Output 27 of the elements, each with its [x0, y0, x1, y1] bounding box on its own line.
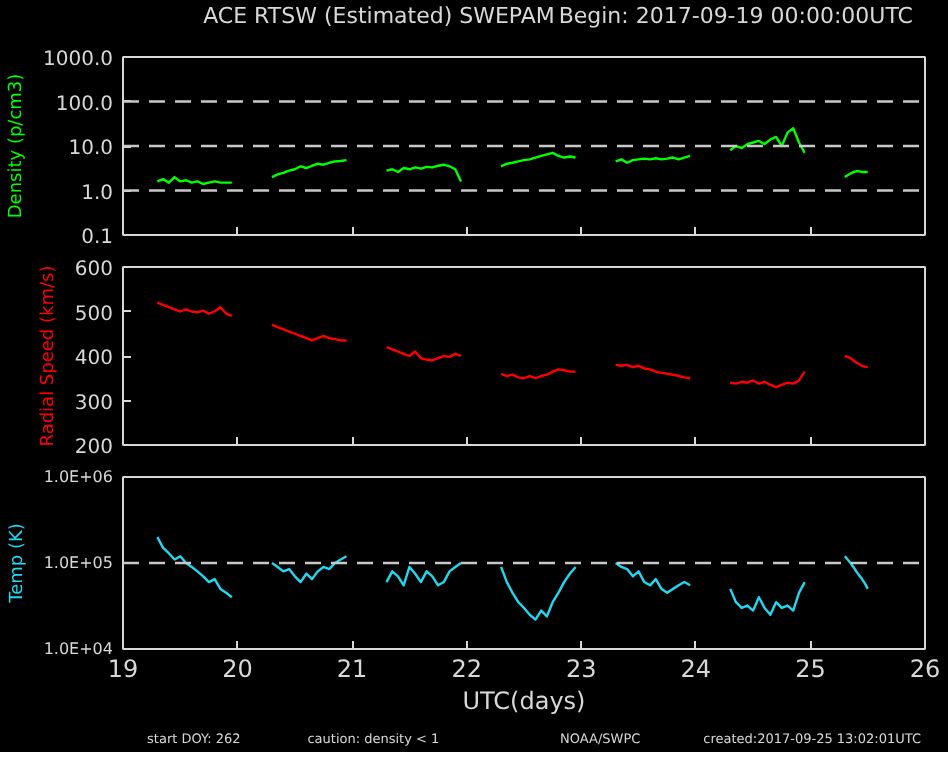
x-axis-title: UTC(days) — [462, 687, 586, 715]
chart-title: ACE RTSW (Estimated) SWEPAM — [203, 3, 555, 29]
y-tick-label: 200 — [74, 437, 114, 459]
x-tick-label: 23 — [566, 655, 597, 683]
y-tick-label: 100.0 — [55, 93, 114, 116]
x-tick-label: 20 — [222, 655, 253, 683]
y-axis-title: Radial Speed (km/s) — [38, 265, 59, 447]
y-tick-label: 500 — [74, 303, 114, 326]
y-axis-title: Temp (K) — [7, 523, 28, 605]
y-tick-label: 1.0E+04 — [43, 640, 114, 658]
y-axis-title: Density (p/cm3) — [7, 73, 28, 219]
x-tick-label: 26 — [909, 655, 941, 683]
y-tick-label: 1.0 — [81, 182, 114, 205]
y-tick-label: 1000.0 — [43, 49, 114, 71]
x-tick-label: 19 — [107, 655, 139, 683]
y-tick-label: 400 — [74, 348, 114, 370]
y-tick-label: 1.0E+06 — [43, 468, 114, 486]
x-tick-label: 21 — [336, 655, 368, 683]
y-tick-label: 1.0E+05 — [43, 554, 114, 572]
y-tick-label: 300 — [74, 392, 114, 415]
y-tick-label: 10.0 — [68, 138, 113, 160]
chart-subtitle: Begin: 2017-09-19 00:00:00UTC — [558, 3, 914, 29]
x-tick-label: 24 — [680, 655, 712, 683]
x-tick-label: 22 — [451, 655, 483, 683]
y-tick-label: 0.1 — [81, 227, 114, 249]
y-tick-label: 600 — [74, 259, 114, 281]
x-tick-label: 25 — [795, 655, 826, 683]
